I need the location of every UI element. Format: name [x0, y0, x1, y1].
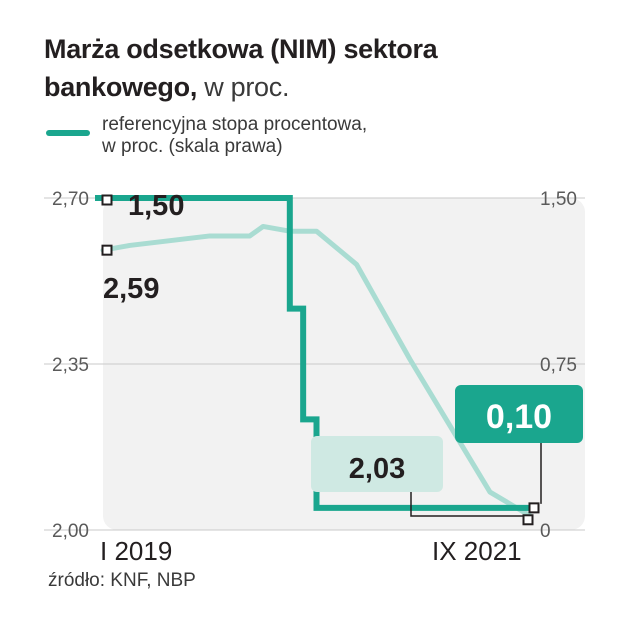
label-box-ref-end: [455, 385, 583, 443]
connector-nim-end: [410, 492, 526, 517]
right-axis-tick: 1,50: [540, 189, 577, 210]
chart-title-main: Marża odsetkowa (NIM) sektora bankowego,: [44, 34, 438, 102]
data-label-nim-start: 2,59: [103, 273, 159, 305]
marker-nim-end: [522, 514, 534, 526]
x-axis-tick: I 2019: [100, 536, 172, 566]
x-axis-tick: IX 2021: [432, 536, 522, 566]
data-label-nim-end: 2,03: [349, 453, 405, 485]
legend-swatch-reference-rate: [46, 130, 90, 136]
legend-label-line2: w proc. (skala prawa): [102, 136, 283, 157]
left-axis-tick: 2,35: [52, 355, 89, 376]
chart-title-unit: w proc.: [204, 72, 290, 102]
marker-nim-start: [101, 244, 113, 256]
chart-title: Marża odsetkowa (NIM) sektora bankowego,…: [44, 30, 584, 106]
legend-label: referencyjna stopa procentowa, w proc. (…: [102, 114, 462, 158]
marker-ref-start: [101, 194, 113, 206]
data-label-ref-start: 1,50: [128, 190, 184, 222]
right-axis-tick: 0: [540, 521, 551, 542]
data-label-ref-end: 0,10: [486, 398, 552, 436]
left-axis-tick: 2,00: [52, 521, 89, 542]
right-axis-tick: 0,75: [540, 355, 577, 376]
marker-ref-end: [528, 502, 540, 514]
left-axis-tick: 2,70: [52, 189, 89, 210]
source-note: źródło: KNF, NBP: [48, 570, 196, 591]
legend-label-line1: referencyjna stopa procentowa,: [102, 114, 368, 135]
label-box-nim-end: [311, 436, 443, 492]
